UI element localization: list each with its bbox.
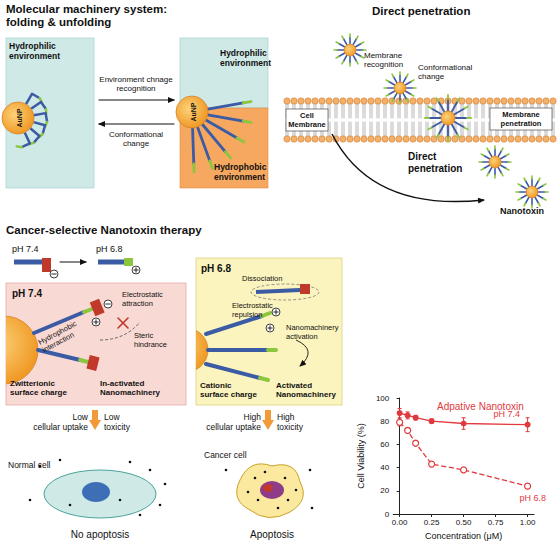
- svg-text:Membranerecognition: Membranerecognition: [364, 51, 403, 69]
- svg-text:ActivatedNanomachinery: ActivatedNanomachinery: [276, 381, 337, 399]
- svg-text:0: 0: [385, 510, 390, 519]
- svg-text:Conformationalchange: Conformationalchange: [418, 63, 472, 81]
- svg-text:Directpenetration: Directpenetration: [408, 151, 462, 174]
- svg-text:pH 7.4: pH 7.4: [12, 288, 42, 299]
- svg-text:Dissociation: Dissociation: [242, 274, 282, 283]
- svg-text:pH 6.8: pH 6.8: [520, 493, 547, 503]
- svg-text:pH 7.4: pH 7.4: [493, 408, 521, 419]
- svg-text:Hydrophilicenvironment: Hydrophilicenvironment: [220, 48, 271, 68]
- svg-text:Nanomachineryactivation: Nanomachineryactivation: [286, 323, 339, 341]
- svg-text:Molecular machinery system:fol: Molecular machinery system:folding & unf…: [6, 3, 167, 28]
- svg-text:Membranepenetration: Membranepenetration: [501, 110, 542, 128]
- svg-text:Hightoxicity: Hightoxicity: [277, 412, 304, 432]
- svg-text:Normal cell: Normal cell: [8, 460, 51, 470]
- svg-text:Lowtoxicity: Lowtoxicity: [104, 412, 131, 432]
- svg-text:No apoptosis: No apoptosis: [71, 529, 129, 540]
- svg-text:1.00: 1.00: [520, 518, 536, 527]
- svg-text:Hydrophobicenvironment: Hydrophobicenvironment: [214, 162, 267, 182]
- svg-text:Cationicsurface charge: Cationicsurface charge: [200, 381, 257, 399]
- svg-text:Cancer-selective Nanotoxin the: Cancer-selective Nanotoxin therapy: [6, 224, 202, 236]
- svg-text:Sterichindrance: Sterichindrance: [134, 331, 167, 349]
- svg-text:In-activatedNanomachinery: In-activatedNanomachinery: [100, 379, 161, 397]
- svg-text:0.00: 0.00: [392, 518, 408, 527]
- svg-text:Cancer cell: Cancer cell: [204, 450, 247, 460]
- svg-text:100: 100: [376, 394, 390, 403]
- svg-text:0.75: 0.75: [488, 518, 504, 527]
- svg-text:Environment chnagerecognition: Environment chnagerecognition: [99, 75, 173, 93]
- svg-text:pH 6.8: pH 6.8: [201, 263, 231, 274]
- svg-text:Conformationalchange: Conformationalchange: [109, 130, 163, 148]
- svg-text:pH 6.8: pH 6.8: [96, 244, 123, 254]
- svg-text:Zwitterionicsurface charge: Zwitterionicsurface charge: [10, 379, 67, 397]
- svg-text:pH 7.4: pH 7.4: [12, 244, 39, 254]
- svg-text:AuNP: AuNP: [190, 102, 197, 121]
- svg-text:AuNP: AuNP: [16, 108, 23, 127]
- svg-text:Hydrophobicinteraction: Hydrophobicinteraction: [37, 319, 83, 354]
- svg-text:Electrostaticrepulsion: Electrostaticrepulsion: [232, 301, 273, 319]
- svg-text:80: 80: [380, 417, 389, 426]
- svg-text:0.50: 0.50: [456, 518, 472, 527]
- svg-text:20: 20: [380, 486, 389, 495]
- svg-text:Electrostaticattraction: Electrostaticattraction: [122, 290, 163, 308]
- svg-text:Highcellular uptake: Highcellular uptake: [206, 412, 261, 432]
- svg-text:0.25: 0.25: [424, 518, 440, 527]
- svg-text:Apoptosis: Apoptosis: [250, 529, 294, 540]
- svg-text:CellMembrane: CellMembrane: [288, 111, 326, 129]
- svg-text:Concentration (μM): Concentration (μM): [425, 531, 502, 541]
- svg-text:Cell Viability (%): Cell Viability (%): [356, 423, 366, 488]
- svg-text:40: 40: [380, 463, 389, 472]
- svg-text:Direct penetration: Direct penetration: [372, 5, 470, 17]
- svg-text:Hydrophilicenvironment: Hydrophilicenvironment: [9, 41, 60, 61]
- svg-text:Nanotoxin: Nanotoxin: [500, 206, 544, 216]
- svg-text:Adpative Nanotoxin: Adpative Nanotoxin: [437, 401, 524, 412]
- svg-text:60: 60: [380, 440, 389, 449]
- svg-text:Lowcellular uptake: Lowcellular uptake: [33, 412, 89, 432]
